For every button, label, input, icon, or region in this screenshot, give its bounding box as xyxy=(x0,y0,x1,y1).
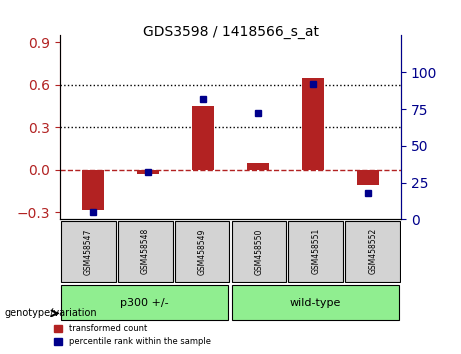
Text: genotype/variation: genotype/variation xyxy=(5,308,97,318)
Bar xyxy=(247,163,269,170)
Text: p300 +/-: p300 +/- xyxy=(120,298,169,308)
Bar xyxy=(192,106,214,170)
Bar xyxy=(137,170,159,174)
FancyBboxPatch shape xyxy=(231,221,286,282)
FancyBboxPatch shape xyxy=(61,221,116,282)
Text: GSM458550: GSM458550 xyxy=(254,228,263,275)
Text: GDS3598 / 1418566_s_at: GDS3598 / 1418566_s_at xyxy=(142,25,319,39)
Legend: transformed count, percentile rank within the sample: transformed count, percentile rank withi… xyxy=(50,321,214,350)
FancyBboxPatch shape xyxy=(289,221,343,282)
Text: GSM458548: GSM458548 xyxy=(141,228,150,274)
Text: GSM458551: GSM458551 xyxy=(311,228,320,274)
Text: GSM458547: GSM458547 xyxy=(84,228,93,275)
FancyBboxPatch shape xyxy=(231,285,399,320)
FancyBboxPatch shape xyxy=(61,285,228,320)
Text: wild-type: wild-type xyxy=(290,298,341,308)
Text: GSM458549: GSM458549 xyxy=(198,228,207,275)
FancyBboxPatch shape xyxy=(175,221,230,282)
Text: GSM458552: GSM458552 xyxy=(368,228,377,274)
FancyBboxPatch shape xyxy=(345,221,400,282)
Bar xyxy=(82,170,104,210)
Bar xyxy=(357,170,379,185)
Bar xyxy=(302,78,324,170)
FancyBboxPatch shape xyxy=(118,221,172,282)
